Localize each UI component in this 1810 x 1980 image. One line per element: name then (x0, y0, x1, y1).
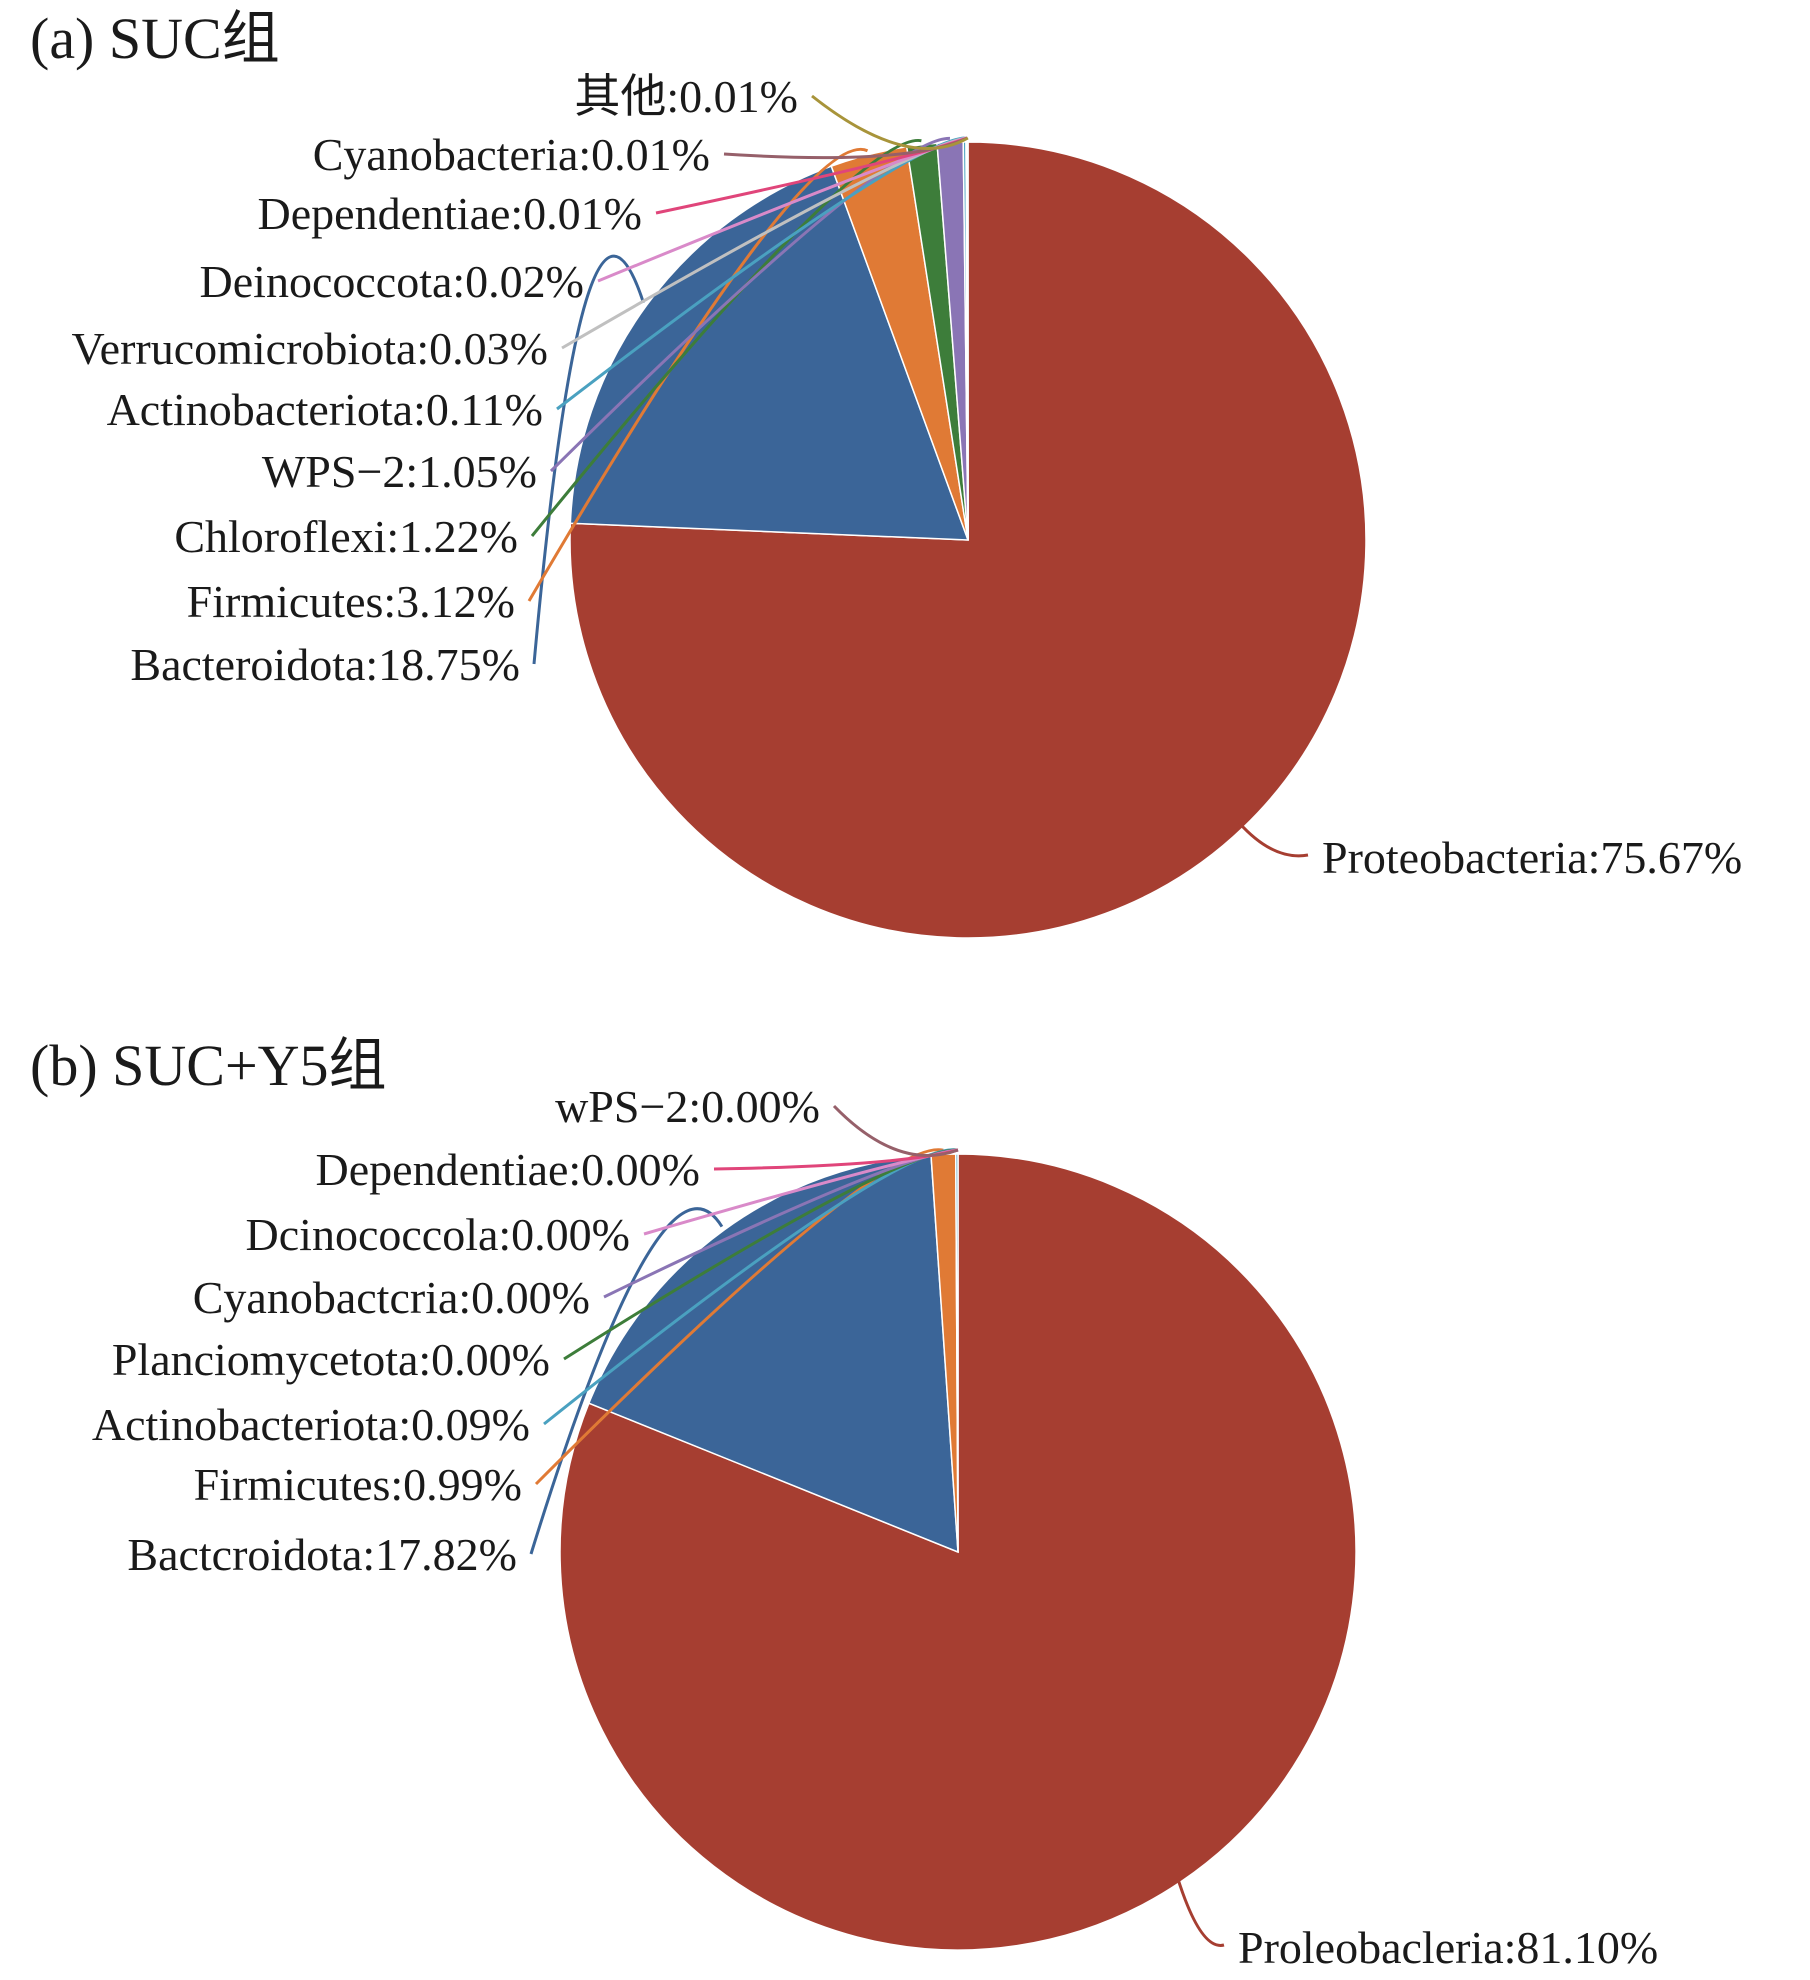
slice-label: Firmicutes:0.99% (194, 1459, 522, 1510)
slice-label: Deinococcota:0.02% (200, 256, 584, 307)
leader-line (1238, 821, 1309, 858)
slice-label: Bacteroidota:18.75% (130, 639, 520, 690)
panel-title-b: (b) SUC+Y5组 (30, 1033, 387, 1098)
leader-lines-b (529, 1104, 1225, 1947)
leader-line (811, 94, 969, 150)
slice-label: Planciomycetota:0.00% (112, 1334, 550, 1385)
leader-lines-a (527, 94, 1309, 858)
pie-chart-a: (a) SUC组 Proteobacteria:75.67% Bacteroido… (30, 6, 1743, 939)
slice-label: Dependentiae:0.00% (316, 1144, 700, 1195)
leader-line (527, 147, 869, 602)
pie-slice (954, 1153, 959, 1553)
leader-line (529, 1207, 724, 1555)
slice-label: wPS−2:0.00% (555, 1081, 820, 1132)
slice-label: Chloroflexi:1.22% (174, 511, 518, 562)
leader-line (534, 1148, 944, 1486)
slice-label: Firmicutes:3.12% (187, 576, 515, 627)
leader-line (549, 136, 951, 473)
slice-label: Verrucomicrobiota:0.03% (72, 323, 548, 374)
leader-line (832, 1104, 959, 1157)
slice-label: Cyanobacteria:0.01% (313, 129, 710, 180)
leader-line (1175, 1876, 1225, 1947)
slice-labels-a: Proteobacteria:75.67% Bacteroidota:18.75%… (72, 71, 1743, 883)
pie-slice (569, 165, 970, 541)
slice-labels-b: Proleobacleria:81.10% Bactcroidota:17.82%… (92, 1081, 1658, 1973)
panel-title-a: (a) SUC组 (30, 6, 280, 71)
slice-label: Actinobacteriota:0.09% (92, 1399, 530, 1450)
slice-label: Dependentiae:0.01% (258, 188, 642, 239)
slice-label: 其他:0.01% (574, 71, 798, 122)
slice-label: Actinobacteriota:0.11% (107, 384, 543, 435)
slice-label: Bactcroidota:17.82% (127, 1529, 517, 1580)
slice-label: Proleobacleria:81.10% (1238, 1922, 1658, 1973)
slice-label: WPS−2:1.05% (262, 446, 537, 497)
slices-a (569, 141, 1367, 939)
slices-b (559, 1153, 1357, 1951)
slice-label: Proteobacteria:75.67% (1322, 832, 1742, 883)
leader-line (532, 254, 645, 665)
slice-label: Dcinococcola:0.00% (246, 1209, 630, 1260)
pie-chart-b: (b) SUC+Y5组 Proleobacleria:81.10% Bactcro… (30, 1033, 1658, 1973)
slice-label: Cyanobactcria:0.00% (193, 1272, 590, 1323)
